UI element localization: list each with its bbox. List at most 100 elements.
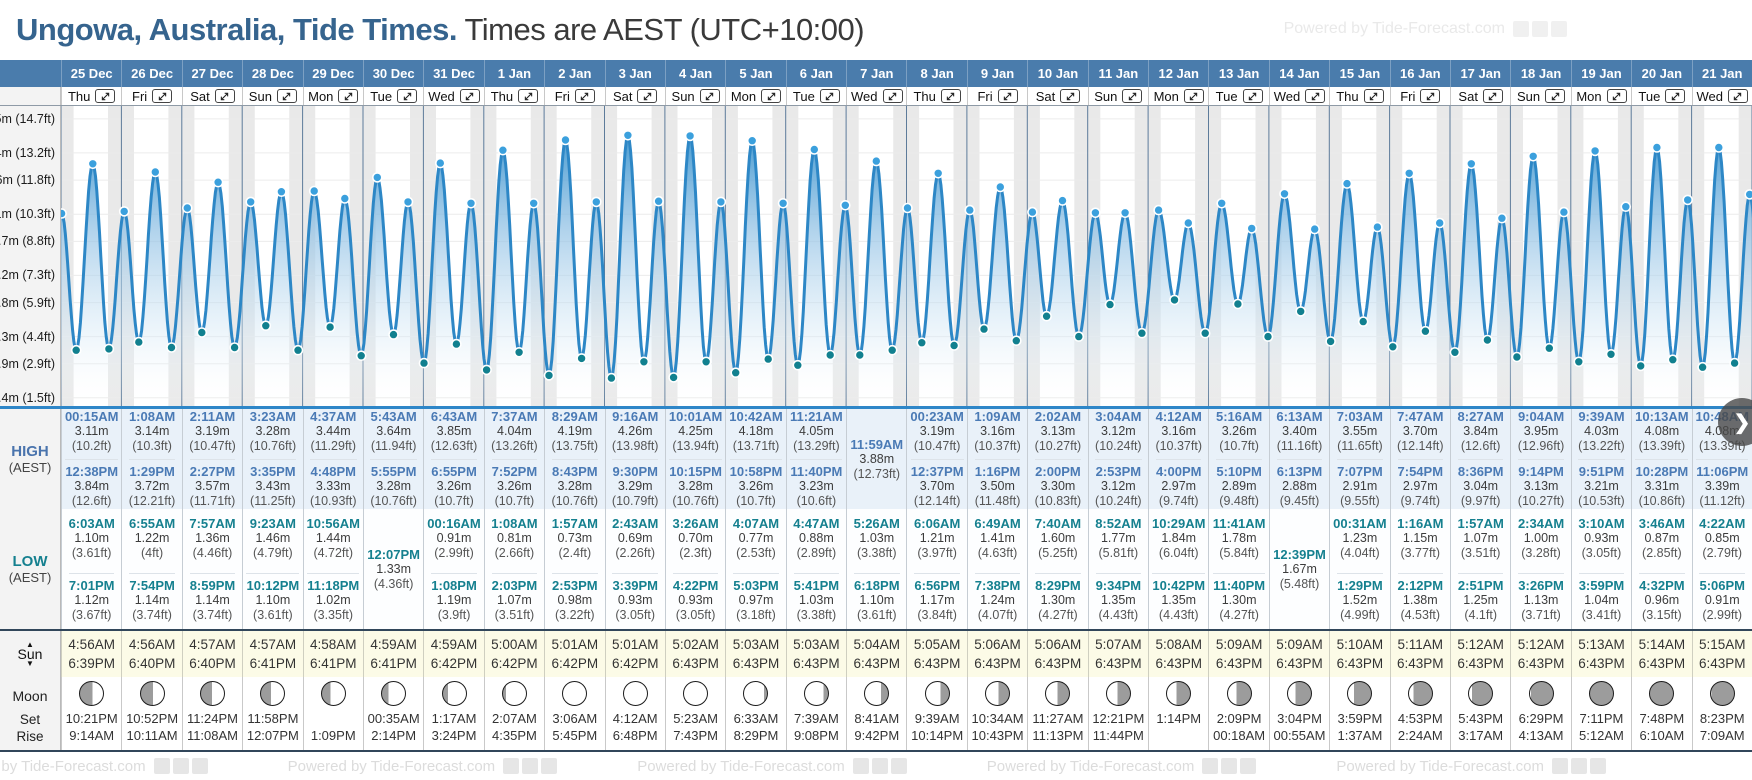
tide-height-ft: (10.86ft): [1638, 494, 1686, 508]
moonset-time: 6:29PM: [1518, 711, 1564, 726]
expand-day-button[interactable]: [95, 89, 116, 103]
high-tide-row: HIGH (AEST) 00:15AM 3.11m (10.2ft) 12:38PM 3…: [0, 409, 1752, 509]
tide-height-m: 4.19m: [557, 424, 593, 438]
tide-height-m: 0.69m: [617, 530, 653, 545]
moon-phase-icon: [501, 681, 527, 706]
expand-day-button[interactable]: [882, 89, 903, 103]
expand-day-button[interactable]: [1363, 89, 1384, 103]
high-tide-entry: 4:12AM 3.16m (10.37ft): [1155, 409, 1202, 454]
expand-day-button[interactable]: [997, 89, 1018, 103]
tide-height-m: 1.35m: [1100, 592, 1136, 607]
tide-height-m: 3.13m: [1523, 479, 1559, 493]
expand-day-button[interactable]: [518, 89, 539, 103]
expand-day-button[interactable]: [1242, 89, 1263, 103]
tide-height-m: 1.38m: [1402, 592, 1438, 607]
tide-height-ft: (4.63ft): [977, 545, 1018, 560]
sunrise-time: 5:09AM: [1215, 637, 1263, 652]
tide-time: 1:08AM: [128, 409, 176, 424]
expand-day-button[interactable]: [338, 89, 359, 103]
tide-time: 3:35PM: [250, 464, 296, 479]
expand-day-button[interactable]: [1420, 89, 1441, 103]
sun-cell: 5:03AM 6:43PM: [725, 631, 786, 677]
tide-height-m: 3.85m: [436, 424, 472, 438]
weekday-label: Sat: [1035, 88, 1056, 104]
moon-phase-icon: [441, 681, 467, 706]
tide-height-ft: (13.71ft): [732, 439, 780, 453]
weekday-cell: Mon: [725, 87, 786, 105]
moon-phase-icon: [985, 681, 1011, 706]
expand-day-button[interactable]: [1545, 89, 1566, 103]
expand-day-button[interactable]: [459, 89, 480, 103]
expand-day-button[interactable]: [574, 89, 595, 103]
moonrise-time: 11:08AM: [186, 728, 239, 743]
expand-day-button[interactable]: [940, 89, 961, 103]
expand-day-button[interactable]: [1727, 89, 1748, 103]
tide-height-m: 1.35m: [1161, 592, 1197, 607]
next-page-button[interactable]: ❯: [1718, 398, 1752, 446]
high-tide-entry: 11:59AM 3.88m (12.73ft): [850, 437, 903, 482]
tide-height-ft: (10.7ft): [434, 494, 474, 508]
watermark-unit: Powered by Tide-Forecast.com: [987, 758, 1257, 775]
high-tide-cell: 7:37AM 4.04m (13.26ft) 7:52PM 3.26m (10.7ft): [483, 409, 545, 509]
sunset-time: 6:41PM: [370, 656, 417, 671]
expand-day-button[interactable]: [152, 89, 173, 103]
date-header-cell: 17 Jan: [1449, 60, 1510, 87]
low-tide-row: LOW (AEST) 6:03AM 1.10m (3.61ft) 7:01PM 1.12…: [0, 509, 1752, 631]
tide-time: 1:29PM: [129, 464, 175, 479]
moon-cell: 2:07AM 4:35PM: [483, 677, 545, 750]
moon-phase-icon: [562, 681, 588, 706]
sun-cell: 4:56AM 6:39PM: [61, 631, 122, 677]
expand-day-button[interactable]: [819, 89, 840, 103]
watermark-icon: [1551, 758, 1568, 774]
moon-phase-icon: [924, 681, 950, 706]
tide-time: 8:59PM: [189, 577, 236, 593]
sun-cell: 5:12AM 6:43PM: [1510, 631, 1571, 677]
moon-cell: 1:14PM: [1148, 677, 1209, 750]
tide-height-ft: (4.53ft): [1400, 607, 1441, 622]
tide-height-ft: (9.48ft): [1219, 494, 1259, 508]
expand-day-button[interactable]: [1060, 89, 1081, 103]
expand-day-button[interactable]: [276, 89, 297, 103]
expand-day-button[interactable]: [1183, 89, 1204, 103]
tide-height-ft: (13.26ft): [491, 439, 538, 453]
expand-day-button[interactable]: [214, 89, 235, 103]
tide-height-m: 3.28m: [255, 424, 291, 438]
expand-day-button[interactable]: [1305, 89, 1326, 103]
expand-day-button[interactable]: [1122, 89, 1143, 103]
sunrise-time: 4:59AM: [370, 637, 417, 652]
moonrise-time: 9:14AM: [69, 728, 115, 743]
weekday-cell: Wed: [423, 87, 484, 105]
date-header-cell: 27 Dec: [181, 60, 242, 87]
expand-day-button[interactable]: [397, 89, 418, 103]
moonset-time: 9:39AM: [914, 711, 960, 726]
moon-cell: 7:11PM 5:12AM: [1570, 677, 1632, 750]
high-tide-entry: 6:13AM 3.40m (11.16ft): [1276, 409, 1322, 454]
low-tide-cell: 7:40AM 1.60m (5.25ft) 8:29PM 1.30m (4.27ft): [1027, 509, 1088, 629]
watermark-icons: [153, 758, 208, 774]
moonrise-time: 4:35PM: [492, 728, 537, 743]
expand-day-button[interactable]: [637, 89, 658, 103]
moonrise-time: 1:09PM: [310, 728, 356, 743]
sun-cell: 5:15AM 6:43PM: [1691, 631, 1752, 677]
high-tide-entry: 2:11AM 3.19m (10.47ft): [189, 409, 236, 454]
high-tide-cell: 3:04AM 3.12m (10.24ft) 2:53PM 3.12m (10.24ft): [1087, 409, 1149, 509]
expand-day-button[interactable]: [1665, 89, 1686, 103]
expand-day-button[interactable]: [1606, 89, 1627, 103]
expand-day-button[interactable]: [699, 89, 720, 103]
expand-day-button[interactable]: [1482, 89, 1503, 103]
tide-time: 3:26AM: [672, 515, 719, 531]
expand-day-button[interactable]: [761, 89, 782, 103]
tide-height-ft: (3.38ft): [856, 545, 897, 560]
high-tide-entry: 10:15PM 3.28m (10.76ft): [669, 459, 722, 509]
high-tide-entry: 6:13PM 2.88m (9.45ft): [1276, 459, 1323, 509]
tide-height-ft: (10.7ft): [736, 494, 776, 508]
low-tide-entry: 00:31AM 1.23m (4.04ft): [1333, 516, 1386, 561]
moon-cell: 5:23AM 7:43PM: [664, 677, 726, 750]
tide-height-m: 1.10m: [74, 530, 110, 545]
sunset-time: 6:43PM: [1517, 656, 1565, 671]
tide-time: 2:27PM: [189, 464, 236, 479]
date-header-cell: 7 Jan: [846, 60, 906, 87]
tide-time: 1:09AM: [974, 409, 1021, 424]
low-tide-entry: 3:10AM 0.93m (3.05ft): [1578, 516, 1624, 561]
watermark-icon: [503, 758, 520, 774]
